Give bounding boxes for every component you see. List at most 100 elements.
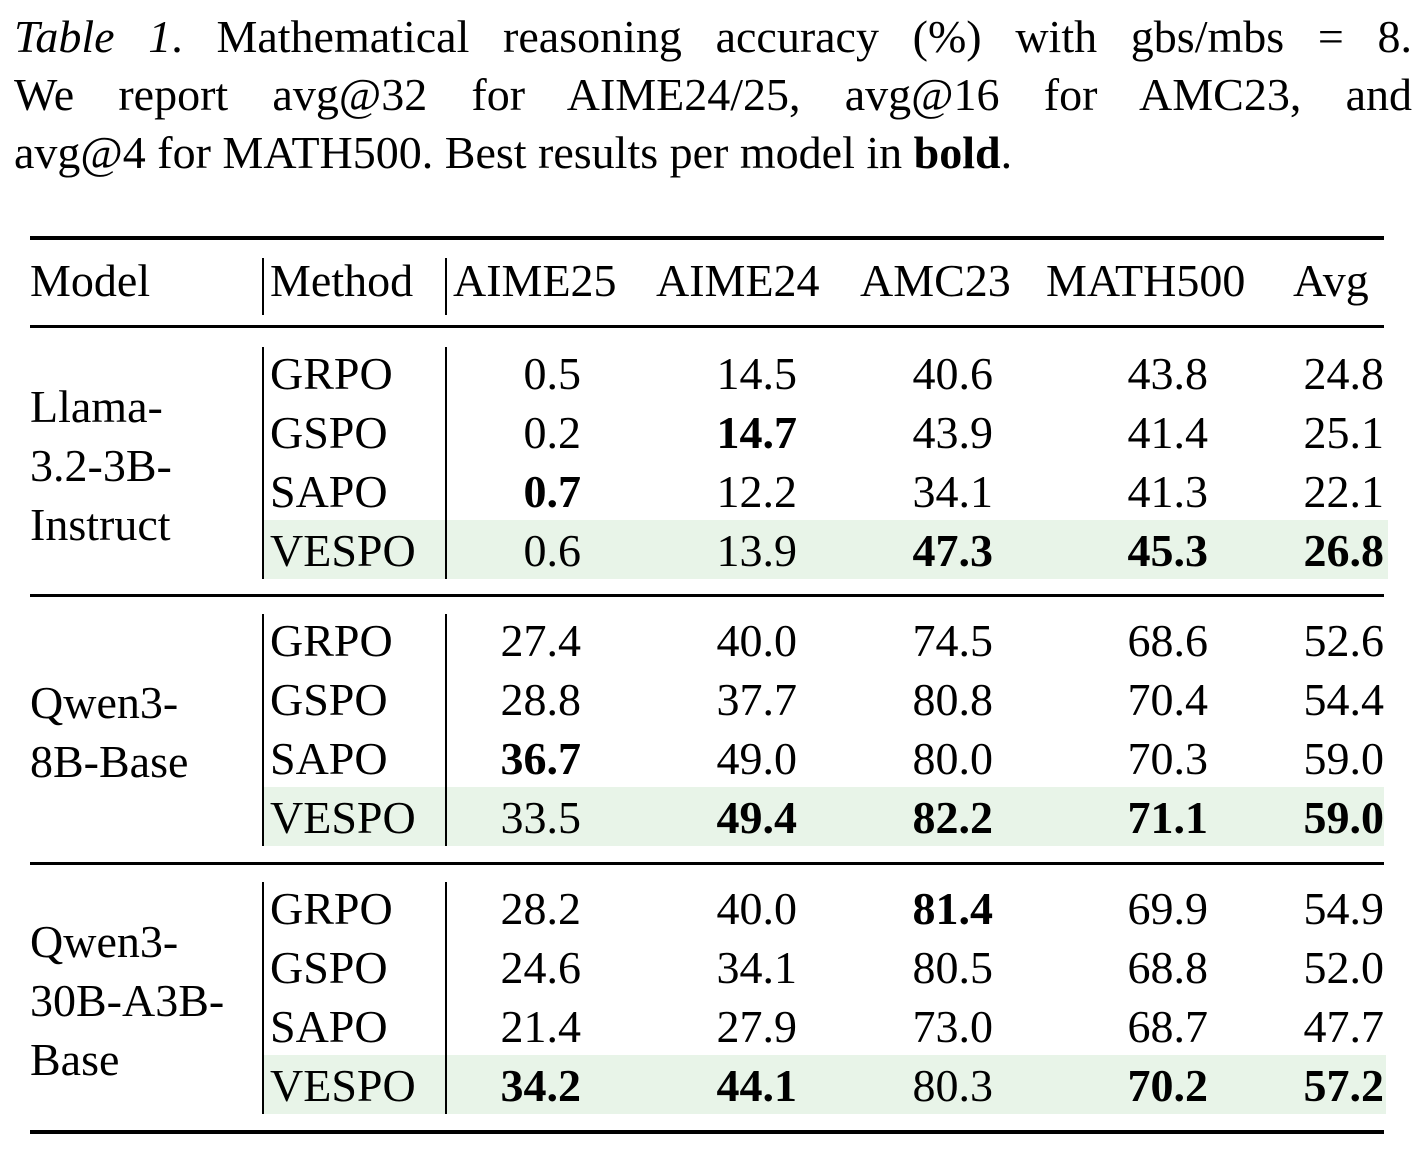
model-name-line: Qwen3- xyxy=(30,677,179,728)
group-rule xyxy=(30,862,1384,865)
value-cell: 73.0 xyxy=(912,1001,994,1052)
model-name-line: Instruct xyxy=(30,498,171,550)
value-cell: 24.6 xyxy=(500,942,582,993)
value-cell: 25.1 xyxy=(1303,407,1385,458)
model-name: Qwen3- 8B-Base xyxy=(30,673,188,791)
model-name-line: Llama- xyxy=(30,380,163,432)
model-name: Llama- 3.2-3B- Instruct xyxy=(30,377,172,554)
header-math500: MATH500 xyxy=(1046,255,1246,306)
value-cell: 80.8 xyxy=(912,674,994,725)
model-name-line: 3.2-3B- xyxy=(30,439,172,491)
value-cell: 45.3 xyxy=(1127,525,1209,576)
value-cell: 24.8 xyxy=(1303,348,1385,399)
value-cell: 14.7 xyxy=(716,407,798,458)
value-cell: 47.7 xyxy=(1303,1001,1385,1052)
model-name-line: 8B-Base xyxy=(30,736,189,787)
model-name-line: Qwen3- xyxy=(30,915,179,967)
value-cell: 47.3 xyxy=(912,525,994,576)
value-cell: 34.1 xyxy=(912,466,994,517)
method-name: SAPO xyxy=(270,466,388,517)
value-cell: 68.8 xyxy=(1127,942,1209,993)
column-divider xyxy=(445,347,447,579)
highlight-row-bg xyxy=(264,787,1384,846)
value-cell: 37.7 xyxy=(716,674,798,725)
value-cell: 49.0 xyxy=(716,733,798,784)
method-name: GSPO xyxy=(270,942,388,993)
value-cell: 0.7 xyxy=(523,466,582,517)
value-cell: 41.4 xyxy=(1127,407,1209,458)
header-divider xyxy=(445,258,447,315)
caption-line-2: We report avg@32 for AIME24/25, avg@16 f… xyxy=(14,69,1412,120)
method-name: GRPO xyxy=(270,348,393,399)
value-cell: 44.1 xyxy=(716,1060,798,1111)
value-cell: 68.7 xyxy=(1127,1001,1209,1052)
value-cell: 52.6 xyxy=(1303,615,1385,666)
value-cell: 0.6 xyxy=(523,525,582,576)
value-cell: 34.1 xyxy=(716,942,798,993)
header-aime24: AIME24 xyxy=(656,255,820,306)
value-cell: 43.9 xyxy=(912,407,994,458)
value-cell: 80.0 xyxy=(912,733,994,784)
value-cell: 71.1 xyxy=(1127,792,1209,843)
value-cell: 54.4 xyxy=(1303,674,1385,725)
method-name: GSPO xyxy=(270,407,388,458)
highlight-row-bg xyxy=(264,1055,1386,1114)
column-divider xyxy=(445,882,447,1114)
top-rule xyxy=(30,236,1384,240)
value-cell: 70.4 xyxy=(1127,674,1209,725)
value-cell: 52.0 xyxy=(1303,942,1385,993)
method-name: GSPO xyxy=(270,674,388,725)
header-avg: Avg xyxy=(1293,255,1369,306)
value-cell: 80.5 xyxy=(912,942,994,993)
method-name: GRPO xyxy=(270,615,393,666)
value-cell: 59.0 xyxy=(1303,733,1385,784)
value-cell: 13.9 xyxy=(716,525,798,576)
value-cell: 41.3 xyxy=(1127,466,1209,517)
header-rule xyxy=(30,325,1384,328)
header-method: Method xyxy=(270,255,414,306)
header-divider xyxy=(262,258,264,315)
method-name: VESPO xyxy=(270,1060,416,1111)
column-divider xyxy=(262,882,264,1114)
model-name-line: 30B-A3B- xyxy=(30,974,225,1026)
caption-line-1: Table 1. Mathematical reasoning accuracy… xyxy=(14,11,1413,62)
header-model: Model xyxy=(30,255,151,306)
value-cell: 81.4 xyxy=(912,883,994,934)
value-cell: 34.2 xyxy=(500,1060,582,1111)
value-cell: 54.9 xyxy=(1303,883,1385,934)
caption-label: Table 1 xyxy=(14,11,172,62)
table-caption: Table 1. Mathematical reasoning accuracy… xyxy=(14,8,1412,182)
bottom-rule xyxy=(30,1130,1384,1134)
value-cell: 12.2 xyxy=(716,466,798,517)
model-name-line: Base xyxy=(30,1033,120,1085)
value-cell: 26.8 xyxy=(1303,525,1385,576)
value-cell: 57.2 xyxy=(1303,1060,1385,1111)
value-cell: 74.5 xyxy=(912,615,994,666)
header-aime25: AIME25 xyxy=(453,255,617,306)
value-cell: 40.0 xyxy=(716,615,798,666)
value-cell: 27.4 xyxy=(500,615,582,666)
value-cell: 0.5 xyxy=(523,348,582,399)
value-cell: 49.4 xyxy=(716,792,798,843)
value-cell: 21.4 xyxy=(500,1001,582,1052)
value-cell: 36.7 xyxy=(500,733,582,784)
value-cell: 28.2 xyxy=(500,883,582,934)
value-cell: 59.0 xyxy=(1303,792,1385,843)
value-cell: 69.9 xyxy=(1127,883,1209,934)
method-name: GRPO xyxy=(270,883,393,934)
method-name: VESPO xyxy=(270,792,416,843)
column-divider xyxy=(262,347,264,579)
value-cell: 70.2 xyxy=(1127,1060,1209,1111)
group-rule xyxy=(30,594,1384,597)
value-cell: 40.0 xyxy=(716,883,798,934)
value-cell: 82.2 xyxy=(912,792,994,843)
value-cell: 70.3 xyxy=(1127,733,1209,784)
value-cell: 80.3 xyxy=(912,1060,994,1111)
value-cell: 14.5 xyxy=(716,348,798,399)
highlight-row-bg xyxy=(264,520,1388,579)
value-cell: 0.2 xyxy=(523,407,582,458)
value-cell: 33.5 xyxy=(500,792,582,843)
model-name: Qwen3- 30B-A3B- Base xyxy=(30,912,224,1089)
value-cell: 27.9 xyxy=(716,1001,798,1052)
header-amc23: AMC23 xyxy=(860,255,1011,306)
